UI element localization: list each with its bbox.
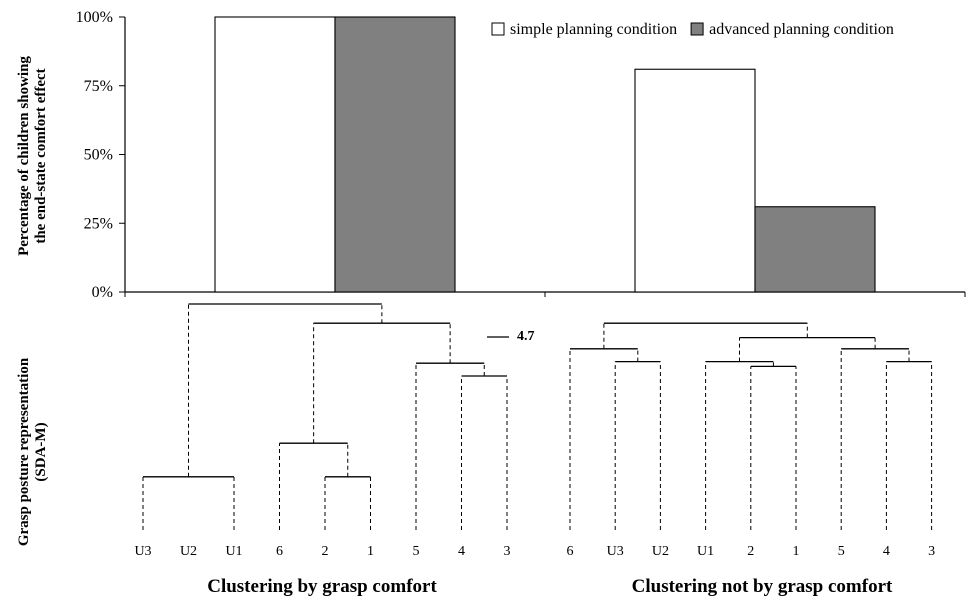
- bar: [334, 16, 456, 293]
- y-tick-label: 100%: [76, 9, 113, 26]
- dendrogram-panel: 6 U3 U2 U1 2 1 5 4 3 Clustering not by grasp comf…: [567, 322, 935, 597]
- dendrogram-leaf-label: U1: [225, 544, 242, 559]
- bar: [634, 68, 756, 293]
- dendrogram-title: Clustering by grasp comfort: [207, 576, 437, 597]
- dendrogram-leaf-label: U2: [180, 544, 197, 559]
- bar: [214, 16, 336, 293]
- bar: [754, 206, 876, 293]
- dendrogram-leaf-label: 3: [928, 544, 935, 559]
- dendrogram-leaf-label: U3: [134, 544, 151, 559]
- dendrogram-y-title-line: (SDA-M): [33, 422, 49, 481]
- dendrogram-leaf-label: 1: [367, 544, 374, 559]
- dendrogram-leaf-label: U3: [607, 544, 624, 559]
- dendrogram-leaf-label: 4: [458, 544, 465, 559]
- dendrogram-leaf-label: 5: [413, 544, 420, 559]
- y-tick-label: 75%: [84, 78, 113, 95]
- dendrogram-leaf-label: 6: [567, 544, 574, 559]
- legend-swatch: [690, 22, 704, 36]
- dendrograms: U3 U2 U1 6 2 1 5 4 3 Clustering by grasp comfort 6…: [16, 303, 935, 597]
- dendrogram-leaf-label: U2: [652, 544, 669, 559]
- dendrogram-leaf-label: 4: [883, 544, 890, 559]
- y-tick-label: 50%: [84, 147, 113, 164]
- dendrogram-title: Clustering not by grasp comfort: [632, 576, 893, 597]
- legend-label: simple planning condition: [510, 21, 677, 38]
- dendrogram-leaf-label: 3: [504, 544, 511, 559]
- y-tick-label: 0%: [92, 284, 113, 301]
- bar-chart: 0% 25% 50% 75% 100% Percentage of children sh…: [16, 9, 966, 301]
- dendrogram-leaf-label: 1: [793, 544, 800, 559]
- dendrogram-panel: U3 U2 U1 6 2 1 5 4 3 Clustering by grasp comfort: [134, 303, 511, 597]
- dendrogram-leaf-label: U1: [697, 544, 714, 559]
- legend-swatch: [491, 22, 505, 36]
- dendrogram-leaf-label: 2: [322, 544, 329, 559]
- legend-label: advanced planning condition: [709, 21, 894, 38]
- dendrogram-leaf-label: 5: [838, 544, 845, 559]
- dendrogram-y-title-line: Grasp posture representation: [16, 357, 32, 546]
- threshold-label: 4.7: [517, 329, 535, 344]
- y-axis-title: Percentage of children showingthe end-st…: [16, 56, 49, 256]
- legend: simple planning condition advanced planni…: [491, 21, 894, 38]
- y-axis-title-line: Percentage of children showing: [16, 56, 32, 256]
- dendrogram-leaf-label: 6: [276, 544, 283, 559]
- dendrogram-y-title: Grasp posture representation(SDA-M): [16, 357, 49, 546]
- y-axis-title-line: the end-state comfort effect: [33, 68, 49, 243]
- y-tick-label: 25%: [84, 215, 113, 232]
- dendrogram-leaf-label: 2: [747, 544, 754, 559]
